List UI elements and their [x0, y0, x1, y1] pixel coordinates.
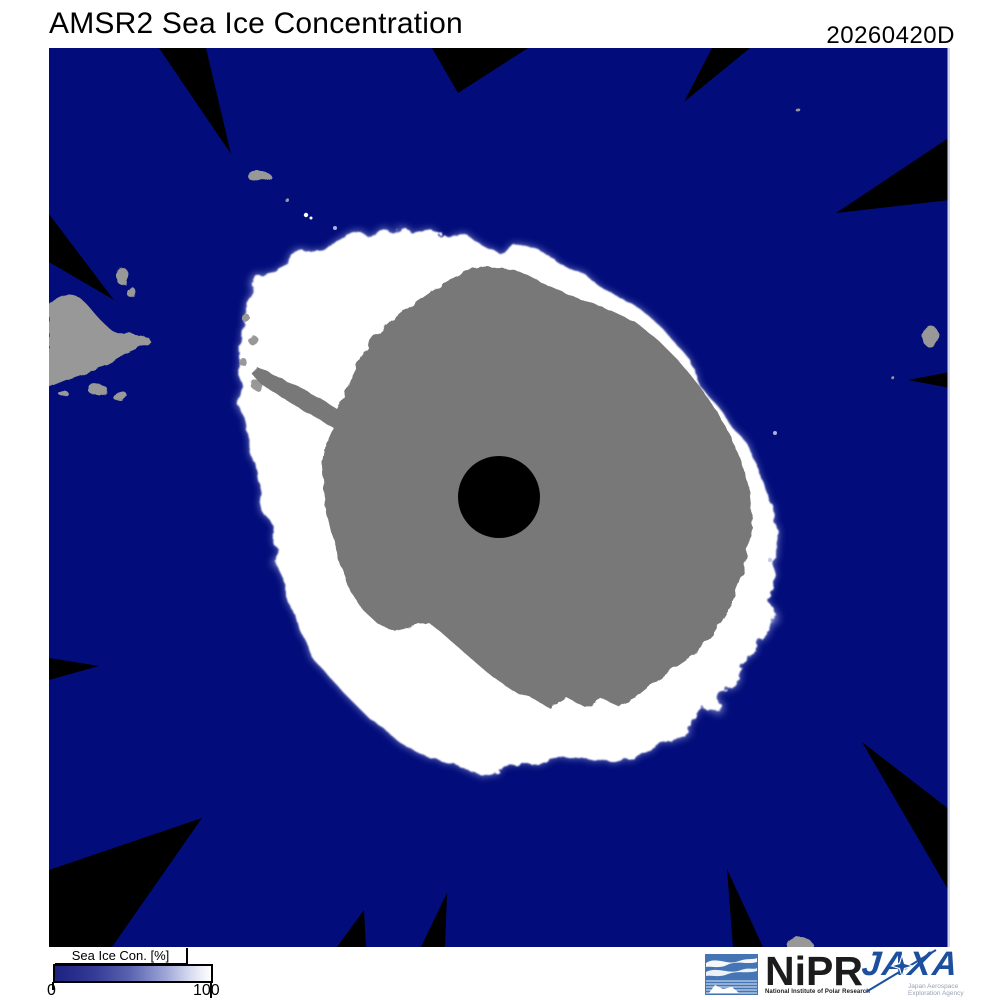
jaxa-logo: JAXA Japan Aerospace Exploration Agency — [860, 945, 982, 998]
missing-data-swaths — [49, 48, 950, 947]
colorbar — [53, 964, 213, 983]
sea-ice-map — [49, 48, 950, 947]
map-edge-strip — [947, 48, 950, 947]
colorbar-tick-max — [210, 982, 212, 998]
jaxa-subtitle: Japan Aerospace Exploration Agency — [908, 983, 964, 997]
nipr-subtitle: National Institute of Polar Research — [765, 989, 870, 995]
land-masses — [49, 108, 938, 947]
date-label: 20260420D — [826, 22, 955, 49]
colorbar-max-label: 100 — [193, 982, 220, 999]
ice-specks — [303, 212, 777, 563]
pole-hole — [458, 456, 540, 538]
nipr-logo: NiPR National Institute of Polar Researc… — [705, 948, 870, 996]
nipr-emblem-icon — [705, 954, 758, 995]
sea-ice-map-image — [49, 48, 950, 947]
colorbar-tick-min — [52, 982, 54, 990]
colorbar-min-label: 0 — [47, 982, 56, 999]
colorbar-title: Sea Ice Con. [%] — [55, 948, 188, 965]
page-title: AMSR2 Sea Ice Concentration — [49, 7, 463, 40]
jaxa-wordmark: JAXA — [860, 945, 961, 983]
nipr-wordmark: NiPR — [765, 948, 863, 994]
